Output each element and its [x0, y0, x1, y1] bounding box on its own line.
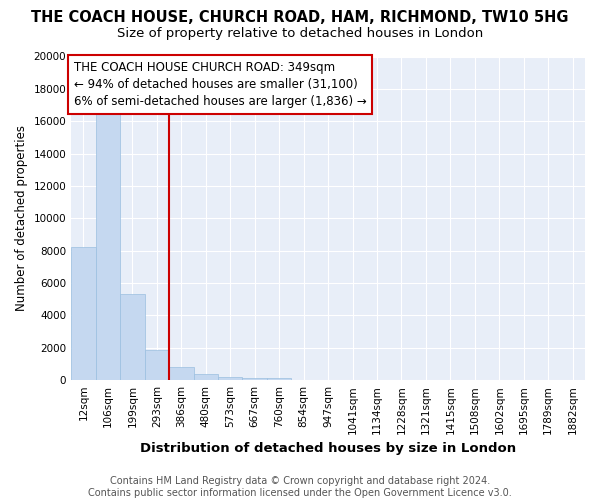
X-axis label: Distribution of detached houses by size in London: Distribution of detached houses by size … — [140, 442, 516, 455]
Y-axis label: Number of detached properties: Number of detached properties — [15, 126, 28, 312]
Bar — [95, 113, 120, 380]
Bar — [194, 374, 218, 380]
Text: THE COACH HOUSE, CHURCH ROAD, HAM, RICHMOND, TW10 5HG: THE COACH HOUSE, CHURCH ROAD, HAM, RICHM… — [31, 10, 569, 25]
Bar — [71, 248, 95, 380]
Bar — [169, 367, 194, 380]
Text: Size of property relative to detached houses in London: Size of property relative to detached ho… — [117, 28, 483, 40]
Bar — [120, 294, 145, 380]
Bar — [242, 378, 267, 380]
Bar — [145, 350, 169, 380]
Text: THE COACH HOUSE CHURCH ROAD: 349sqm
← 94% of detached houses are smaller (31,100: THE COACH HOUSE CHURCH ROAD: 349sqm ← 94… — [74, 62, 367, 108]
Bar — [267, 378, 292, 380]
Bar — [218, 377, 242, 380]
Text: Contains HM Land Registry data © Crown copyright and database right 2024.
Contai: Contains HM Land Registry data © Crown c… — [88, 476, 512, 498]
